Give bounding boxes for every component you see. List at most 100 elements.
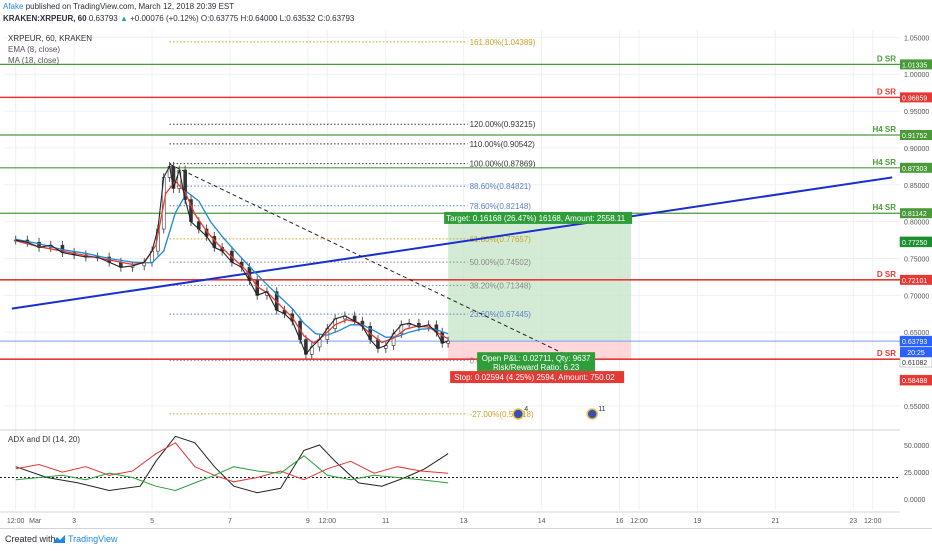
- price-axis-tick: 0.90000: [904, 146, 929, 153]
- target-label: Target: 0.16168 (26.47%) 16168, Amount: …: [446, 214, 626, 223]
- fib-level-label: 61.80%(0.77657): [470, 235, 532, 244]
- sr-price-tag-label: 0.87303: [902, 166, 927, 173]
- countdown-label: 20:25: [907, 350, 925, 357]
- fib-level-label: 78.60%(0.82148): [470, 202, 532, 211]
- open-value: 0.63775: [209, 14, 239, 23]
- sr-price-tag: [900, 59, 932, 70]
- time-axis-tick: 21: [771, 518, 779, 525]
- event-marker-icon[interactable]: [512, 408, 524, 420]
- time-axis-tick: 19: [694, 518, 702, 525]
- sr-price-tag: [900, 162, 932, 173]
- price-axis-tick: 0.65000: [904, 330, 929, 337]
- plus-di-line: [15, 442, 449, 483]
- event-marker-icon[interactable]: [586, 408, 598, 420]
- up-arrow-icon: ▲: [119, 14, 128, 23]
- time-axis-tick: 13: [460, 518, 468, 525]
- trend-line[interactable]: [11, 176, 893, 310]
- event-count: 4: [524, 406, 528, 413]
- high-label: H:: [240, 14, 249, 23]
- price-axis-tick: 0.85000: [904, 183, 929, 190]
- adx-axis-tick: 50.0000: [904, 443, 929, 450]
- symbol-label: KRAKEN:XRPEUR, 60: [3, 14, 87, 23]
- time-axis-tick: 7: [228, 518, 232, 525]
- time-axis-tick: 14: [538, 518, 546, 525]
- price-axis-tick: 0.95000: [904, 109, 929, 116]
- sr-price-tag: [900, 208, 932, 219]
- low-value: 0.63532: [286, 14, 316, 23]
- sr-price-tag-label: 0.91752: [902, 133, 927, 140]
- price-tag-label: 0.61082: [902, 360, 927, 367]
- profit-zone: [448, 221, 632, 342]
- event-count: 11: [598, 406, 605, 413]
- price-line: [15, 164, 449, 356]
- open-label: O:: [200, 14, 210, 23]
- close-value: 0.63793: [325, 14, 355, 23]
- sr-label: D SR: [877, 54, 896, 63]
- risk-reward-label: Risk/Reward Ratio: 6.23: [493, 363, 580, 372]
- time-axis-tick: 23: [849, 518, 857, 525]
- fib-level-label: 120.00%(0.93215): [470, 120, 536, 129]
- time-axis-tick: 16: [616, 518, 624, 525]
- minus-di-line: [15, 455, 449, 492]
- sr-label: D SR: [877, 349, 896, 358]
- fib-level-label: 38.20%(0.71348): [470, 281, 532, 290]
- ma-line: [15, 191, 449, 338]
- sr-label: H4 SR: [872, 158, 896, 167]
- price-axis-tick: 0.75000: [904, 256, 929, 263]
- ma-legend: MA (18, close): [8, 56, 59, 65]
- price-tag: [899, 236, 932, 248]
- sr-price-tag: [900, 130, 932, 141]
- price-axis-tick: 0.70000: [904, 293, 929, 300]
- sr-label: H4 SR: [872, 203, 896, 212]
- price-axis-tick: 0.55000: [904, 404, 929, 411]
- open-pnl-box: [477, 352, 596, 375]
- time-axis-tick: 12:00: [319, 518, 337, 525]
- ohlc-line: KRAKEN:XRPEUR, 60 0.63793 ▲ +0.00076 (+0…: [3, 14, 354, 23]
- time-axis-tick: 9: [306, 518, 310, 525]
- price-chart[interactable]: 161.80%(1.04389) 120.00%(0.93215) 110.00%(…: [0, 0, 932, 528]
- fib-level-label: 23.60%(0.67445): [470, 310, 532, 319]
- created-with-text: Created with: [5, 534, 56, 544]
- price-axis-tick: 1.05000: [904, 35, 929, 42]
- ema-legend: EMA (8, close): [8, 45, 60, 54]
- author-name[interactable]: Afake: [3, 2, 24, 11]
- price-tag: [899, 374, 932, 386]
- time-axis-tick: 11: [382, 518, 389, 525]
- stop-label: Stop: 0.02594 (4.25%) 2594, Amount: 750.…: [454, 373, 615, 382]
- symbol-legend: XRPEUR, 60, KRAKEN: [8, 34, 92, 43]
- time-axis-tick: 12:00: [864, 518, 882, 525]
- sr-price-tag-label: 0.81142: [902, 211, 927, 218]
- tradingview-brand[interactable]: TradingView: [68, 534, 118, 544]
- adx-axis-tick: 25.0000: [904, 470, 929, 477]
- sr-price-tag-label: 0.96859: [902, 95, 927, 102]
- time-axis-tick: 3: [72, 518, 76, 525]
- adx-axis-tick: 0.0000: [904, 497, 926, 504]
- price-tag-label: 0.63793: [902, 339, 927, 346]
- fib-level-label: 50.00%(0.74502): [470, 258, 532, 267]
- time-axis-tick: 12:00: [7, 518, 25, 525]
- tradingview-logo-icon: [53, 535, 65, 543]
- fib-level-label: 100.00%(0.87869): [470, 160, 536, 169]
- fib-level-label: -27.00%(0.53918): [470, 410, 534, 419]
- footer-bar: Created with TradingView: [0, 528, 932, 551]
- publish-text: published on TradingView.com, March 12, …: [25, 2, 235, 11]
- price-tag-label: 0.77250: [902, 240, 927, 247]
- time-axis-tick: 12:00: [630, 518, 648, 525]
- target-label-box: [444, 211, 633, 224]
- high-value: 0.64000: [248, 14, 278, 23]
- open-pnl-label: Open P&L: 0.02711, Qty: 9637: [482, 354, 591, 363]
- fib-level-label: 88.60%(0.84821): [470, 182, 532, 191]
- price-axis-tick: 1.00000: [904, 72, 929, 79]
- sr-label: D SR: [877, 270, 896, 279]
- projection-dashed-line[interactable]: [169, 163, 573, 359]
- price-tag: [899, 335, 932, 347]
- sr-price-tag: [900, 274, 932, 285]
- stop-label-box: [450, 371, 625, 384]
- header-bar: Afake published on TradingView.com, Marc…: [0, 0, 932, 30]
- sr-price-tag-label: 1.01335: [902, 62, 927, 69]
- price-axis-tick: 0.80000: [904, 220, 929, 227]
- countdown-tag: [900, 347, 932, 358]
- adx-line: [15, 435, 449, 494]
- last-price: 0.63793: [88, 14, 118, 23]
- sr-label: D SR: [877, 87, 896, 96]
